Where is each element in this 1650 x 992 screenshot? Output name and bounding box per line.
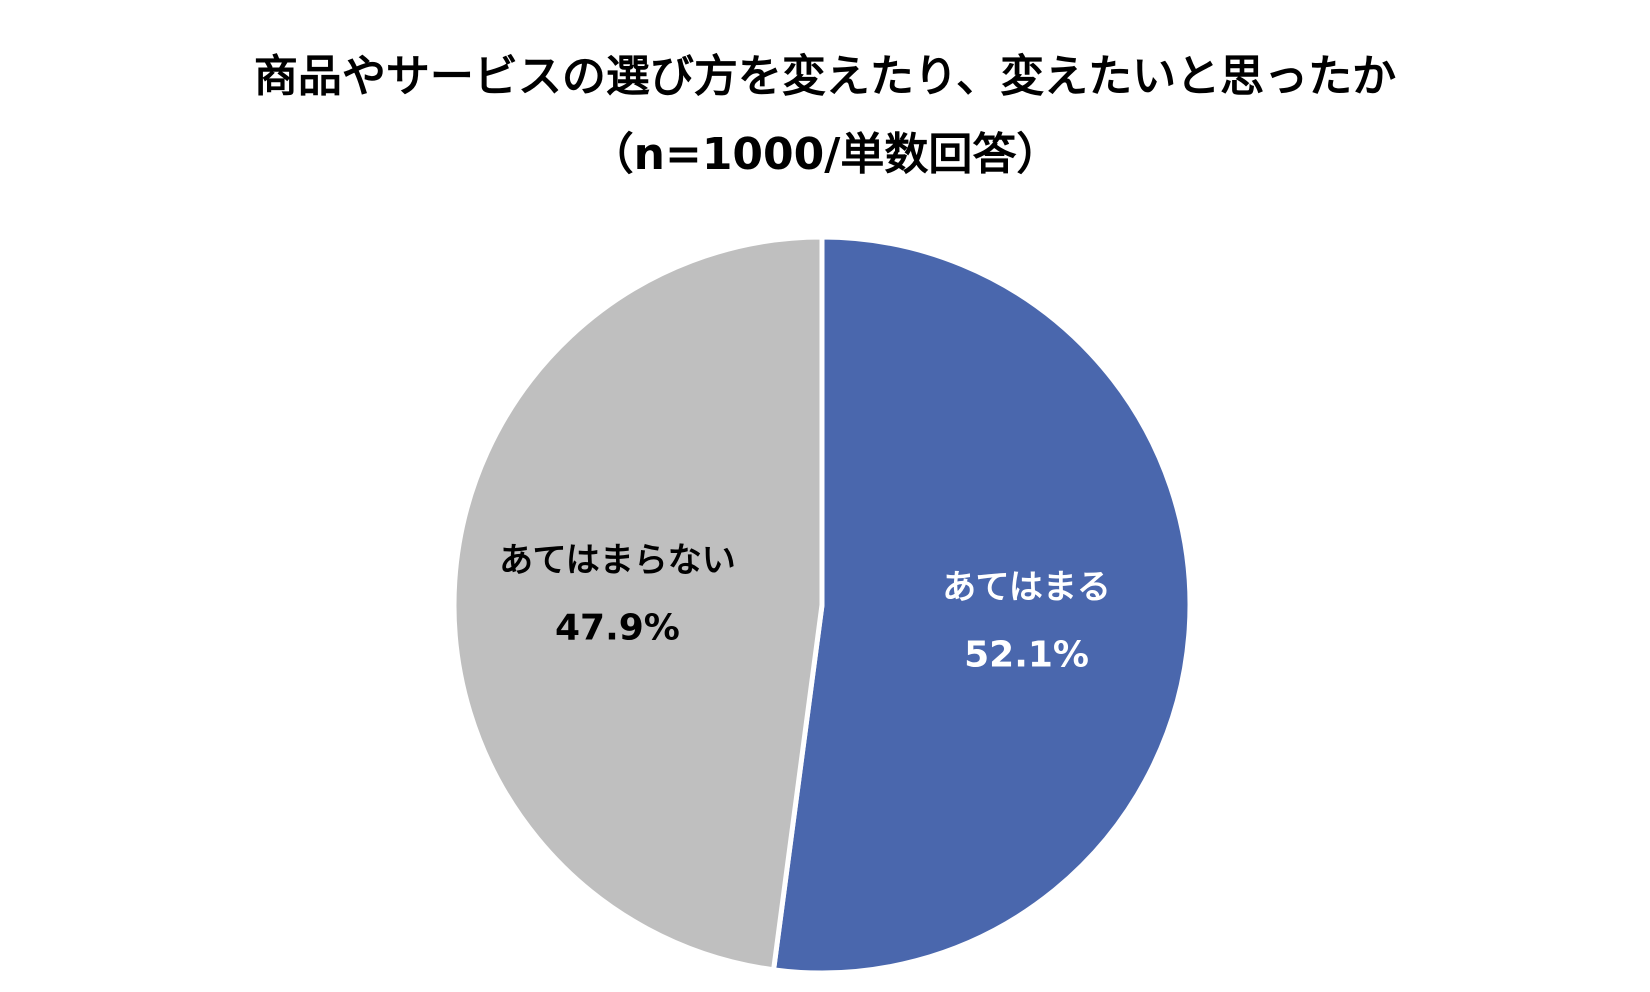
slice-0: [771, 234, 1193, 976]
slice-value-label-1: 47.9%: [555, 607, 680, 648]
slice-1: [451, 234, 825, 973]
chart-subtitle: （n=1000/単数回答）: [589, 129, 1061, 180]
pie-labels: あてはまる 52.1% あてはまらない 47.9%: [499, 540, 1111, 675]
chart-title-block: 商品やサービスの選び方を変えたり、変えたいと思ったか （n=1000/単数回答）: [0, 38, 1650, 194]
slice-label-0: あてはまる: [942, 568, 1111, 608]
slice-value-label-0: 52.1%: [964, 635, 1089, 676]
chart-title: 商品やサービスの選び方を変えたり、変えたいと思ったか: [253, 51, 1397, 102]
slice-label-1: あてはまらない: [499, 540, 736, 580]
pie-slices: [451, 234, 1193, 976]
